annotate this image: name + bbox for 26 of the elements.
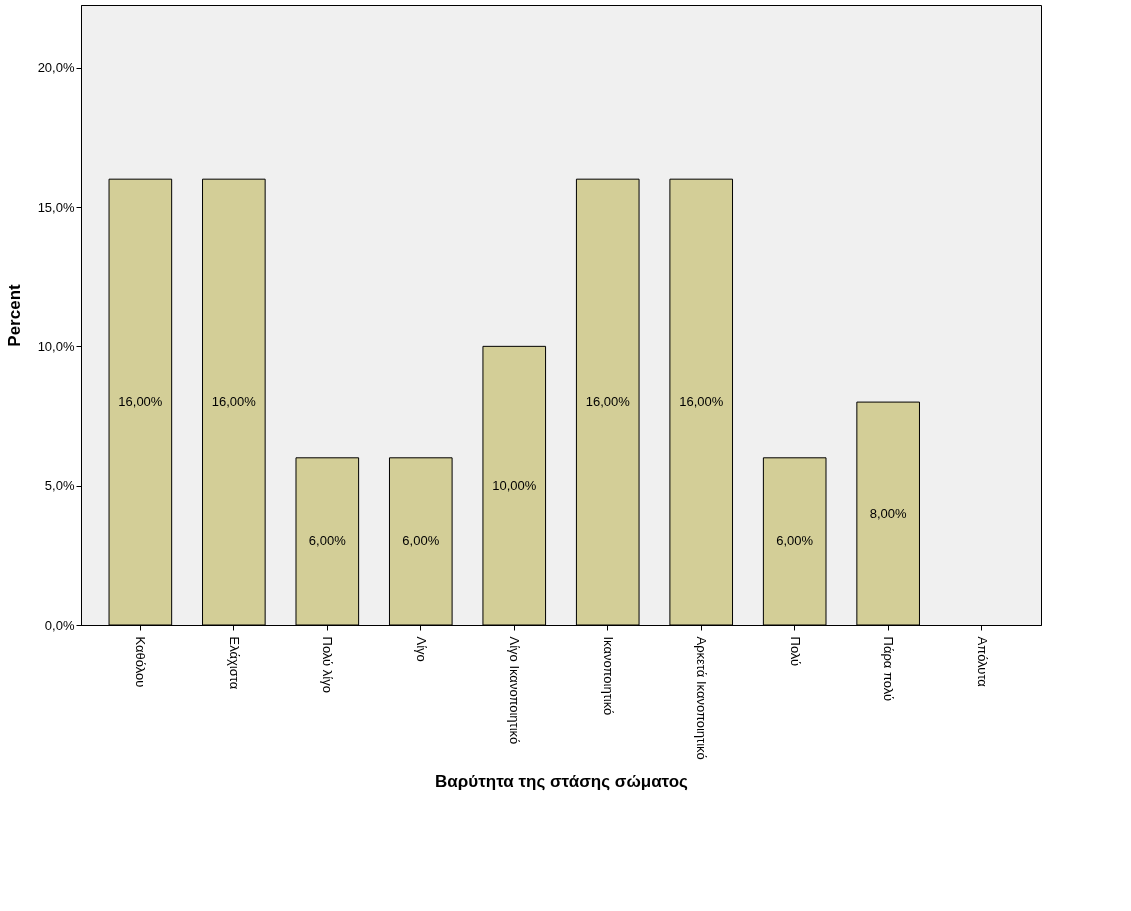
x-tick-label: Λίγο Ικανοποιητικό xyxy=(507,636,523,745)
data-label: 10,00% xyxy=(492,477,537,493)
y-tick-label: 0,0% xyxy=(44,617,75,633)
data-label: 6,00% xyxy=(308,533,347,549)
x-tick-label: Ελάχιστα xyxy=(226,636,242,690)
x-tick-label: Καθόλου xyxy=(133,636,149,688)
y-tick-label: 20,0% xyxy=(37,60,75,76)
x-axis-title: Βαρύτητα της στάσης σώματος xyxy=(435,771,689,791)
data-label: 16,00% xyxy=(679,394,724,410)
data-label: 6,00% xyxy=(402,533,440,549)
x-tick-label: Λίγο xyxy=(413,636,429,662)
x-tick-label: Ικανοποιητικό xyxy=(600,636,616,716)
data-label: 16,00% xyxy=(585,394,631,410)
x-tick-label: Πολύ λίγο xyxy=(320,636,336,693)
y-tick-label: 15,0% xyxy=(37,199,75,215)
data-label: 8,00% xyxy=(869,505,908,521)
x-tick-label: Απόλυτα xyxy=(974,636,990,688)
y-tick-label: 5,0% xyxy=(44,478,75,494)
x-tick-label: Πάρα πολύ xyxy=(881,636,897,701)
data-label: 16,00% xyxy=(211,394,257,410)
data-label: 16,00% xyxy=(118,394,163,410)
x-tick-label: Αρκετά Ικανοποιητικό xyxy=(694,636,710,760)
y-tick-label: 10,0% xyxy=(37,338,75,354)
x-tick-label: Πολύ xyxy=(787,636,803,667)
y-axis-title: Percent xyxy=(4,283,24,347)
data-label: 6,00% xyxy=(776,533,814,549)
